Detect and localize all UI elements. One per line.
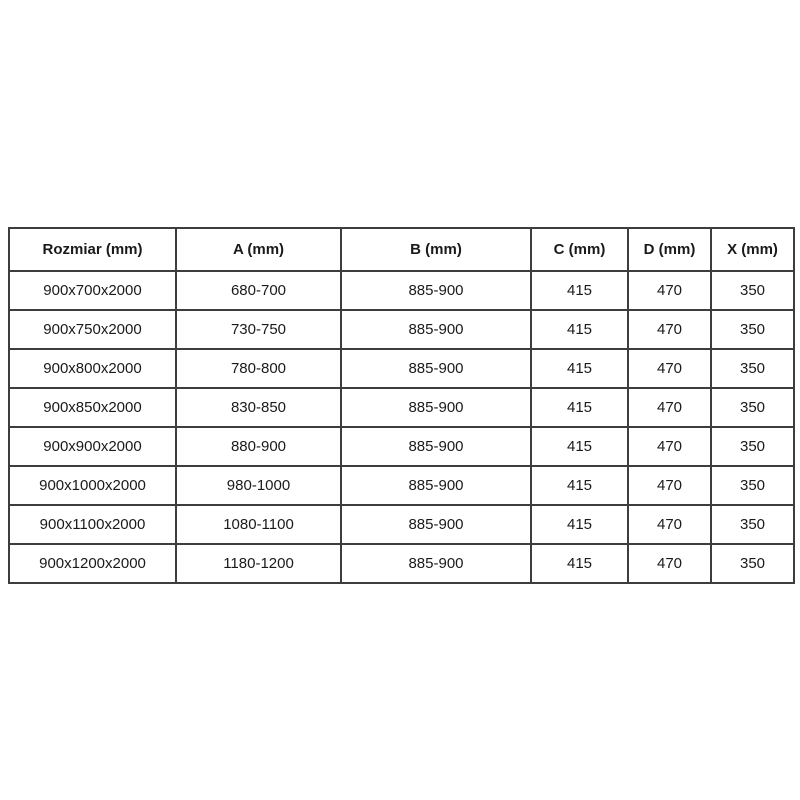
table-cell: 900x700x2000 [8,270,177,311]
column-header-rozmiar: Rozmiar (mm) [8,227,177,272]
table-cell: 880-900 [175,426,342,467]
table-cell: 885-900 [340,465,532,506]
table-row: 900x800x2000 780-800 885-900 415 470 350 [8,348,795,389]
column-header-c: C (mm) [530,227,629,272]
table-header-row: Rozmiar (mm) A (mm) B (mm) C (mm) D (mm)… [8,227,795,272]
table-cell: 885-900 [340,309,532,350]
table-cell: 470 [627,465,712,506]
table-cell: 730-750 [175,309,342,350]
table-cell: 1080-1100 [175,504,342,545]
table-cell: 470 [627,504,712,545]
table-cell: 415 [530,465,629,506]
table-cell: 885-900 [340,504,532,545]
table-row: 900x1100x2000 1080-1100 885-900 415 470 350 [8,504,795,545]
table-cell: 1180-1200 [175,543,342,584]
table-cell: 350 [710,270,795,311]
table-cell: 415 [530,270,629,311]
table-cell: 470 [627,426,712,467]
column-header-x: X (mm) [710,227,795,272]
table-cell: 350 [710,426,795,467]
table-cell: 885-900 [340,270,532,311]
table-row: 900x850x2000 830-850 885-900 415 470 350 [8,387,795,428]
dimensions-table-container: Rozmiar (mm) A (mm) B (mm) C (mm) D (mm)… [8,227,795,584]
table-cell: 900x1000x2000 [8,465,177,506]
table-cell: 680-700 [175,270,342,311]
table-cell: 415 [530,309,629,350]
column-header-a: A (mm) [175,227,342,272]
table-cell: 470 [627,309,712,350]
table-cell: 885-900 [340,348,532,389]
table-cell: 415 [530,543,629,584]
table-row: 900x1200x2000 1180-1200 885-900 415 470 350 [8,543,795,584]
table-cell: 885-900 [340,387,532,428]
table-row: 900x750x2000 730-750 885-900 415 470 350 [8,309,795,350]
table-body: 900x700x2000 680-700 885-900 415 470 350 900x7… [8,270,795,584]
table-cell: 415 [530,504,629,545]
table-cell: 350 [710,465,795,506]
table-cell: 470 [627,543,712,584]
table-cell: 350 [710,309,795,350]
table-cell: 470 [627,387,712,428]
table-cell: 900x1200x2000 [8,543,177,584]
dimensions-table: Rozmiar (mm) A (mm) B (mm) C (mm) D (mm)… [8,227,795,584]
table-cell: 885-900 [340,543,532,584]
table-cell: 350 [710,543,795,584]
table-row: 900x700x2000 680-700 885-900 415 470 350 [8,270,795,311]
column-header-d: D (mm) [627,227,712,272]
table-cell: 470 [627,348,712,389]
table-cell: 900x800x2000 [8,348,177,389]
table-cell: 885-900 [340,426,532,467]
table-cell: 780-800 [175,348,342,389]
table-cell: 900x850x2000 [8,387,177,428]
table-cell: 350 [710,387,795,428]
table-cell: 980-1000 [175,465,342,506]
table-cell: 900x750x2000 [8,309,177,350]
table-row: 900x1000x2000 980-1000 885-900 415 470 350 [8,465,795,506]
table-cell: 415 [530,387,629,428]
table-cell: 830-850 [175,387,342,428]
table-cell: 350 [710,504,795,545]
table-row: 900x900x2000 880-900 885-900 415 470 350 [8,426,795,467]
table-cell: 900x1100x2000 [8,504,177,545]
table-cell: 415 [530,426,629,467]
column-header-b: B (mm) [340,227,532,272]
table-cell: 470 [627,270,712,311]
table-cell: 900x900x2000 [8,426,177,467]
table-cell: 415 [530,348,629,389]
table-cell: 350 [710,348,795,389]
